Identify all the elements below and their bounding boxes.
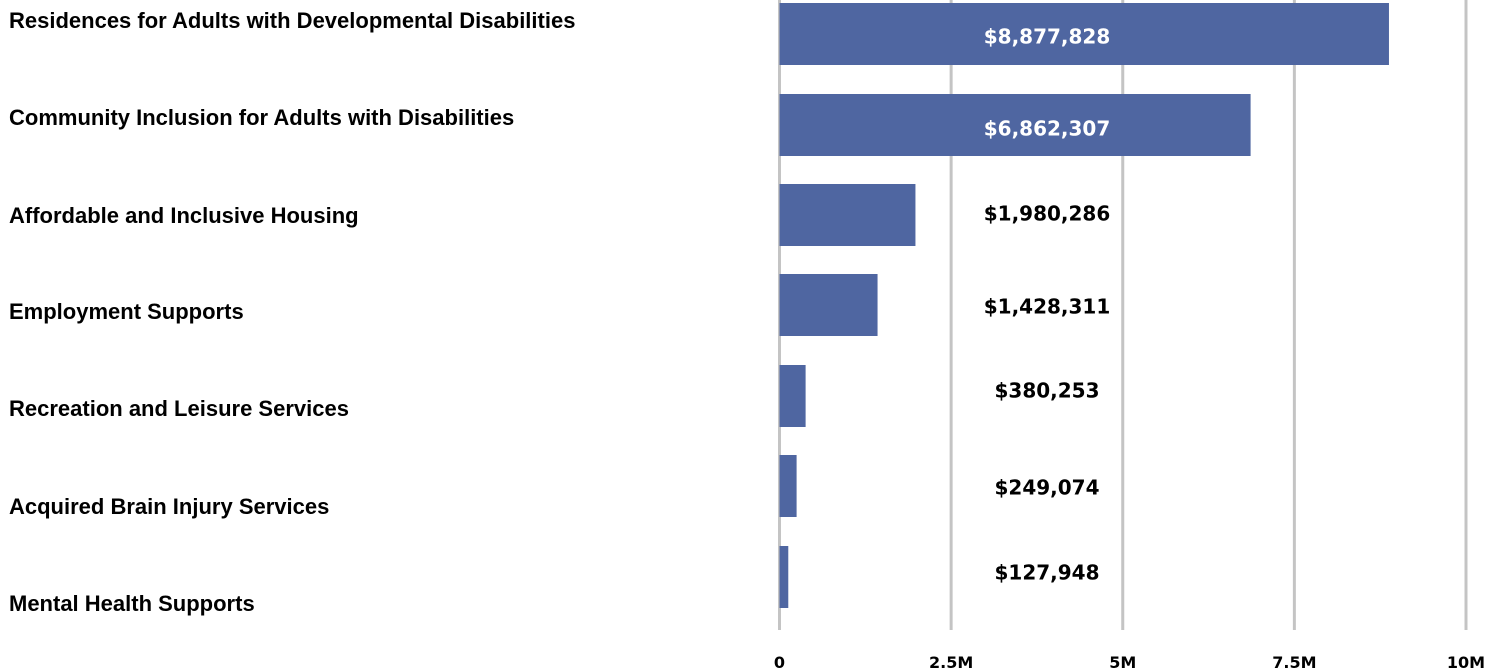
category-label: Mental Health Supports xyxy=(9,591,255,616)
bar xyxy=(779,184,916,246)
bars xyxy=(779,3,1389,608)
category-label: Community Inclusion for Adults with Disa… xyxy=(9,105,514,130)
x-tick-label: 10M xyxy=(1447,653,1485,670)
bar xyxy=(779,94,1251,156)
value-label: $1,428,311 xyxy=(984,295,1111,319)
category-labels: Residences for Adults with Developmental… xyxy=(9,8,575,616)
category-label: Residences for Adults with Developmental… xyxy=(9,8,575,33)
value-labels: $8,877,828 $6,862,307 $1,980,286 $1,428,311… xyxy=(984,25,1111,585)
x-axis-tick-labels: 0 2.5M 5M 7.5M 10M xyxy=(774,653,1485,670)
value-label: $1,980,286 xyxy=(984,202,1111,226)
bar xyxy=(779,546,789,608)
x-tick-label: 0 xyxy=(774,653,785,670)
bar xyxy=(779,3,1389,65)
category-label: Employment Supports xyxy=(9,299,244,324)
x-tick-label: 7.5M xyxy=(1272,653,1316,670)
bar xyxy=(779,455,797,517)
value-label: $8,877,828 xyxy=(984,25,1111,49)
x-tick-label: 2.5M xyxy=(929,653,973,670)
value-label: $127,948 xyxy=(994,561,1099,585)
value-label: $380,253 xyxy=(994,379,1099,403)
value-label: $249,074 xyxy=(994,476,1099,500)
category-label: Recreation and Leisure Services xyxy=(9,396,349,421)
bar xyxy=(779,365,806,427)
category-label: Affordable and Inclusive Housing xyxy=(9,203,359,228)
value-label: $6,862,307 xyxy=(984,117,1111,141)
category-label: Acquired Brain Injury Services xyxy=(9,494,329,519)
x-tick-label: 5M xyxy=(1109,653,1136,670)
bar xyxy=(779,274,878,336)
